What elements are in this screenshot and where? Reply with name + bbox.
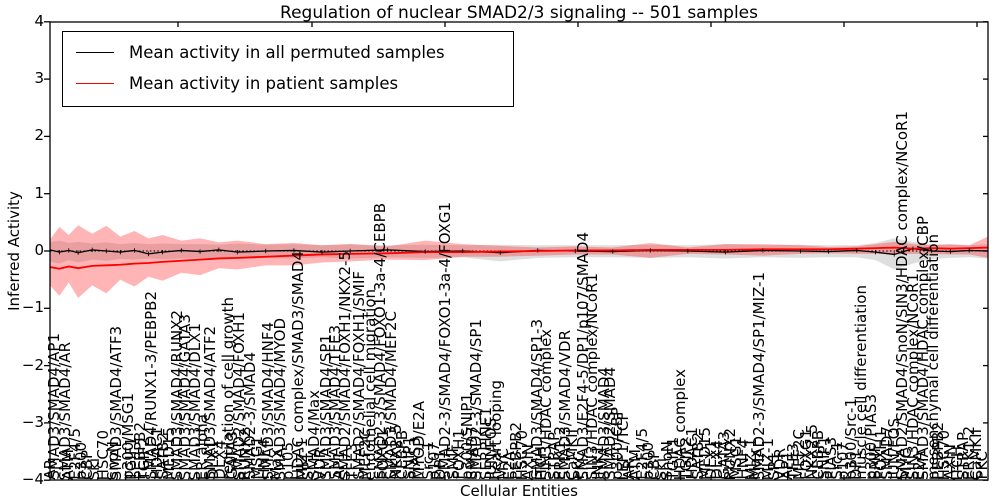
y-tick-label: 0 bbox=[34, 241, 44, 259]
y-tick-label: 3 bbox=[34, 69, 44, 88]
y-tick-label: −2 bbox=[21, 355, 44, 374]
y-tick-label: 2 bbox=[34, 126, 44, 145]
x-axis-label: Cellular Entities bbox=[460, 482, 578, 500]
legend: Mean activity in all permuted samples Me… bbox=[62, 31, 514, 107]
chart-title: Regulation of nuclear SMAD2/3 signaling … bbox=[280, 3, 758, 23]
y-tick-label: 1 bbox=[34, 183, 44, 202]
permuted-band bbox=[50, 238, 988, 270]
patient-line-swatch bbox=[76, 83, 114, 84]
y-tick-label: −3 bbox=[21, 412, 44, 431]
legend-label: Mean activity in patient samples bbox=[129, 74, 399, 93]
legend-entry-permuted: Mean activity in all permuted samples bbox=[63, 37, 513, 68]
y-tick-label: −1 bbox=[21, 298, 44, 317]
y-tick-label: −4 bbox=[21, 470, 44, 489]
permuted-line-swatch bbox=[76, 52, 114, 53]
legend-entry-patient: Mean activity in patient samples bbox=[63, 68, 513, 99]
legend-label: Mean activity in all permuted samples bbox=[129, 43, 445, 62]
y-tick-label: 4 bbox=[34, 11, 44, 30]
patient-band bbox=[50, 225, 988, 298]
